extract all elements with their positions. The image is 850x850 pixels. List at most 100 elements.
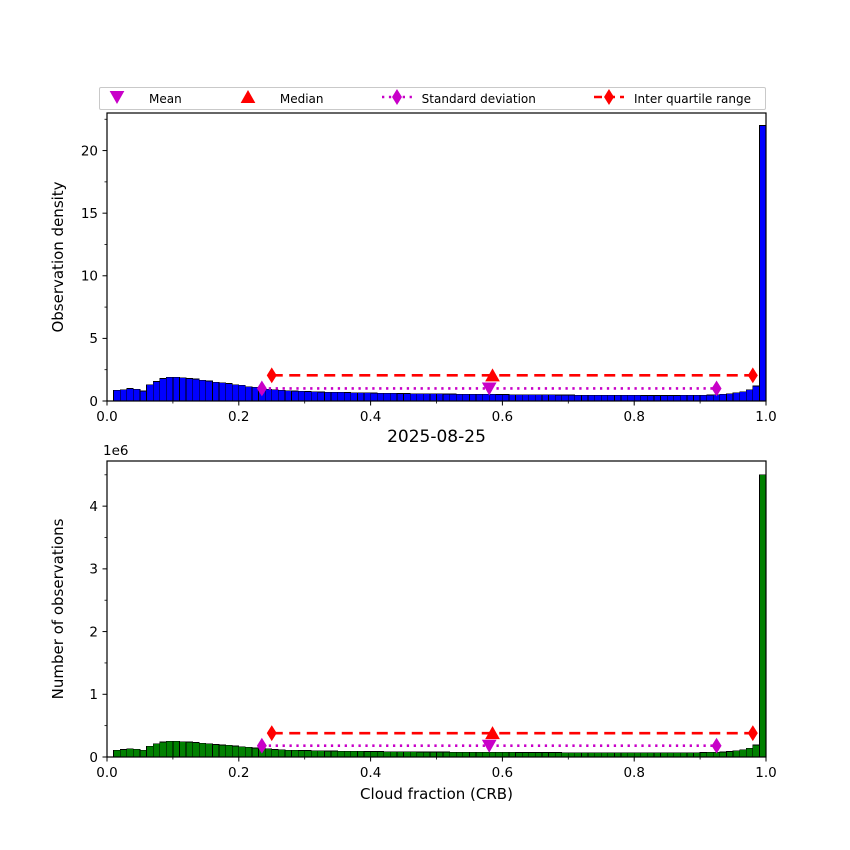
x-tick-label: 0.0: [96, 409, 117, 425]
histogram-bar: [686, 395, 694, 402]
histogram-bar: [508, 394, 516, 402]
histogram-bar: [561, 752, 569, 758]
histogram-bar: [647, 395, 655, 402]
histogram-bar: [165, 740, 174, 758]
histogram-bar: [607, 394, 615, 402]
legend-item-label: Standard deviation: [421, 91, 536, 106]
std-lower-marker: [256, 737, 267, 754]
histogram-bar: [192, 742, 200, 758]
median-icon-glyph: [240, 89, 256, 103]
histogram-bar: [403, 751, 411, 758]
histogram-bar: [297, 390, 306, 402]
histogram-bar: [277, 749, 286, 758]
mean-marker: [481, 739, 497, 753]
diamond-dotted-line-icon: [381, 89, 412, 105]
histogram-bar: [699, 752, 708, 758]
histogram-bar: [719, 394, 727, 402]
histogram-bar: [337, 392, 345, 402]
histogram-bar: [594, 752, 602, 758]
histogram-bar: [225, 745, 233, 758]
histogram-bar: [554, 394, 563, 402]
histogram-bar: [660, 395, 668, 402]
histogram-bar: [291, 749, 299, 758]
x-tick-label: 0.8: [623, 765, 644, 781]
histogram-bar: [172, 740, 180, 758]
histogram-bar: [442, 751, 451, 758]
q3-marker: [747, 367, 758, 384]
histogram-bar: [673, 752, 681, 758]
histogram-bar: [357, 392, 365, 402]
axes-frame: [106, 112, 767, 402]
histogram-bar: [752, 744, 760, 758]
histogram-bar: [198, 379, 207, 402]
histogram-bar: [165, 376, 174, 402]
histogram-bar: [264, 748, 273, 758]
histogram-bar: [212, 381, 220, 402]
histogram-bar: [330, 750, 338, 758]
histogram-bar: [581, 394, 589, 402]
mean-marker: [481, 382, 497, 396]
histogram-bar: [357, 751, 365, 758]
histogram-bar: [706, 394, 714, 402]
histogram-bar: [231, 745, 240, 758]
histogram-bar: [535, 752, 543, 758]
histogram-bars: [113, 125, 767, 402]
histogram-bar: [541, 394, 549, 402]
x-tick-label: 0.2: [228, 765, 249, 781]
histogram-bar: [390, 393, 398, 402]
axes-frame: [106, 460, 767, 758]
histogram-bar: [363, 751, 371, 758]
triangle-up-icon: [240, 89, 256, 103]
histogram-bar: [271, 389, 279, 402]
histogram-bar: [561, 394, 569, 402]
histogram-bar: [752, 385, 760, 402]
chart-title: 2025-08-25: [387, 427, 486, 447]
x-tick-label: 0.2: [228, 409, 249, 425]
legend-item-median: Median: [239, 89, 324, 108]
histogram-bar: [587, 752, 596, 758]
legend-item-label: Mean: [149, 91, 182, 106]
x-axis-label: Cloud fraction (CRB): [360, 785, 513, 803]
histogram-bar: [574, 394, 582, 402]
histogram-bar: [653, 395, 661, 402]
histogram-bar: [238, 384, 246, 402]
histogram-bar: [343, 392, 352, 402]
x-tick-label: 0.4: [360, 409, 381, 425]
histogram-bar: [146, 745, 154, 758]
histogram-bar: [686, 752, 694, 758]
histogram-bar: [179, 377, 187, 402]
histogram-bar: [627, 395, 635, 402]
histogram-bar: [152, 381, 161, 402]
histogram-bar: [133, 748, 141, 758]
x-tick-label: 1.0: [755, 409, 776, 425]
q1-marker: [266, 367, 277, 384]
histogram-bar: [119, 749, 128, 758]
mean-icon-glyph: [109, 91, 125, 105]
histogram-bar: [304, 391, 312, 402]
histogram-bar: [699, 394, 708, 402]
histogram-bar: [383, 392, 391, 402]
histogram-bar: [666, 395, 675, 402]
histogram-bar: [620, 395, 628, 402]
legend-item-standard-deviation: Standard deviation: [381, 89, 536, 108]
histogram-bar: [133, 388, 141, 402]
histogram-bar: [679, 752, 688, 758]
histogram-bar: [218, 744, 226, 758]
legend-diamond-glyph: [391, 89, 402, 105]
histogram-bar: [436, 393, 444, 402]
histogram-bar: [647, 752, 655, 758]
histogram-bar: [159, 741, 167, 758]
y-axis-offset-label: 1e6: [103, 443, 129, 459]
histogram-bar: [245, 386, 253, 402]
histogram-bar: [554, 752, 563, 758]
histogram-bar: [152, 743, 161, 758]
histogram-bar: [396, 393, 404, 402]
y-tick-label: 5: [89, 331, 98, 347]
histogram-bar: [251, 747, 259, 758]
histogram-bar: [508, 752, 516, 758]
histogram-bar: [449, 393, 457, 402]
histogram-bar: [231, 384, 240, 402]
histogram-bar: [745, 389, 754, 402]
histogram-bar: [587, 394, 596, 402]
histogram-bar: [469, 751, 477, 758]
